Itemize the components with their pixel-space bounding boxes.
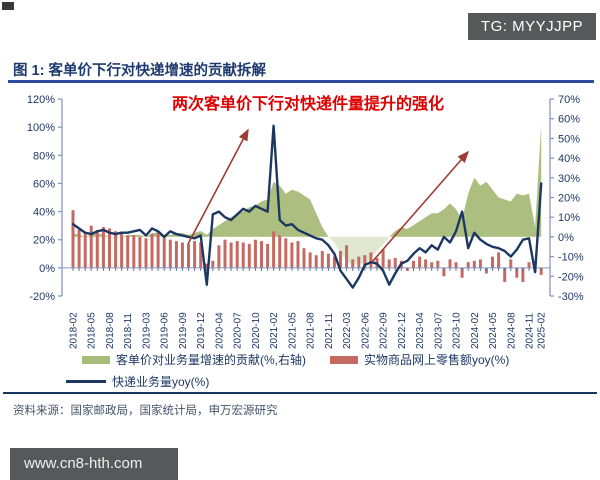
legend-bar-label: 实物商品网上零售额yoy(%) bbox=[364, 353, 510, 367]
svg-text:2023-07: 2023-07 bbox=[433, 312, 444, 349]
svg-text:2020-07: 2020-07 bbox=[233, 312, 244, 349]
svg-text:-20%: -20% bbox=[29, 291, 55, 303]
chart-canvas: 120% 100% 80% 60% 40% 20% 0% -20% 70% 60% 50% 40% 30… bbox=[27, 94, 584, 349]
svg-text:2019-12: 2019-12 bbox=[196, 312, 207, 349]
legend-line-label: 快递业务量yoy(%) bbox=[112, 375, 210, 389]
svg-text:40%: 40% bbox=[33, 207, 55, 219]
corner-mark bbox=[2, 2, 14, 10]
svg-text:40%: 40% bbox=[558, 153, 580, 165]
svg-text:60%: 60% bbox=[558, 114, 580, 126]
svg-text:2019-03: 2019-03 bbox=[142, 312, 153, 349]
svg-text:2020-10: 2020-10 bbox=[251, 312, 262, 349]
combo-chart: 120% 100% 80% 60% 40% 20% 0% -20% 70% 60% 50% 40% 30… bbox=[0, 85, 600, 355]
svg-text:2022-03: 2022-03 bbox=[342, 312, 353, 349]
svg-text:2023-04: 2023-04 bbox=[415, 312, 426, 349]
svg-text:2022-09: 2022-09 bbox=[379, 312, 390, 349]
svg-text:2024-08: 2024-08 bbox=[506, 312, 517, 349]
svg-text:120%: 120% bbox=[27, 94, 55, 106]
svg-text:2018-05: 2018-05 bbox=[87, 312, 98, 349]
legend-area-swatch bbox=[82, 355, 110, 364]
svg-text:2018-11: 2018-11 bbox=[123, 313, 134, 349]
footer-separator bbox=[3, 392, 597, 394]
svg-text:-30%: -30% bbox=[558, 291, 584, 303]
svg-text:2022-06: 2022-06 bbox=[360, 312, 371, 349]
svg-text:2019-06: 2019-06 bbox=[160, 312, 171, 349]
figure-title: 图 1: 客单价下行对快递增速的贡献拆解 bbox=[13, 63, 266, 79]
svg-text:2021-05: 2021-05 bbox=[287, 312, 298, 349]
svg-text:2021-08: 2021-08 bbox=[306, 312, 317, 349]
svg-text:-20%: -20% bbox=[558, 271, 584, 283]
svg-text:10%: 10% bbox=[558, 212, 580, 224]
svg-text:2025-02: 2025-02 bbox=[537, 312, 548, 349]
svg-text:2024-05: 2024-05 bbox=[488, 312, 499, 349]
svg-text:0%: 0% bbox=[558, 232, 574, 244]
svg-text:20%: 20% bbox=[33, 235, 55, 247]
data-source-text: 资料来源：国家邮政局，国家统计局，申万宏源研究 bbox=[13, 405, 278, 417]
legend-bar-swatch bbox=[330, 355, 358, 364]
svg-text:2023-10: 2023-10 bbox=[452, 312, 463, 349]
svg-text:50%: 50% bbox=[558, 133, 580, 145]
svg-text:2018-02: 2018-02 bbox=[69, 312, 80, 349]
svg-text:2021-02: 2021-02 bbox=[269, 312, 280, 349]
svg-text:30%: 30% bbox=[558, 173, 580, 185]
title-underline bbox=[8, 80, 594, 83]
svg-text:20%: 20% bbox=[558, 193, 580, 205]
site-watermark-badge: www.cn8-hth.com bbox=[10, 448, 178, 480]
legend-row-1: 客单价对业务量增速的贡献(%,右轴) 实物商品网上零售额yoy(%) bbox=[82, 351, 509, 368]
svg-text:2024-02: 2024-02 bbox=[470, 312, 481, 349]
svg-text:2022-12: 2022-12 bbox=[397, 312, 408, 349]
tg-watermark-badge: TG: MYYJJPP bbox=[468, 13, 596, 40]
svg-text:2021-11: 2021-11 bbox=[324, 313, 335, 349]
legend-area-label: 客单价对业务量增速的贡献(%,右轴) bbox=[116, 353, 306, 367]
svg-text:0%: 0% bbox=[39, 263, 55, 275]
svg-text:100%: 100% bbox=[27, 122, 55, 134]
svg-text:2020-04: 2020-04 bbox=[214, 312, 225, 349]
svg-text:80%: 80% bbox=[33, 150, 55, 162]
svg-text:-10%: -10% bbox=[558, 252, 584, 264]
svg-text:2024-11: 2024-11 bbox=[525, 313, 536, 349]
legend-line-swatch bbox=[66, 380, 106, 383]
svg-text:60%: 60% bbox=[33, 178, 55, 190]
chart-annotation-text: 两次客单价下行对快递件量提升的强化 bbox=[171, 96, 444, 113]
svg-text:2018-08: 2018-08 bbox=[105, 312, 116, 349]
svg-text:70%: 70% bbox=[558, 94, 580, 106]
legend-row-2: 快递业务量yoy(%) bbox=[66, 373, 209, 390]
svg-text:2019-09: 2019-09 bbox=[178, 312, 189, 349]
